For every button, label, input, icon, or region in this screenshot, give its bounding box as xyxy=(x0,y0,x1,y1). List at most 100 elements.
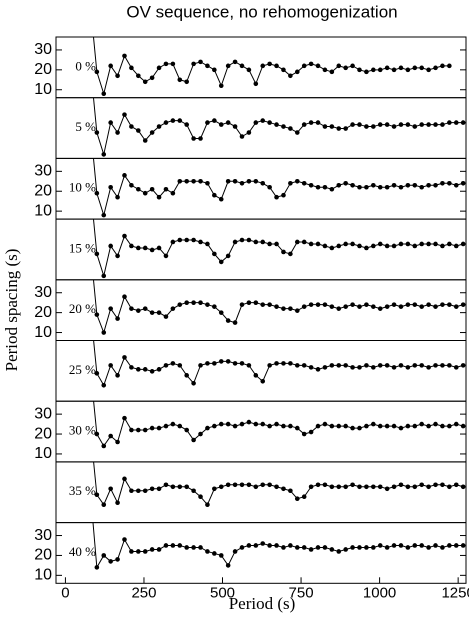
data-point xyxy=(149,75,155,81)
data-point xyxy=(377,306,383,311)
y-tick-label: 30 xyxy=(34,163,52,180)
data-point xyxy=(163,314,169,319)
data-point xyxy=(412,363,418,368)
data-point xyxy=(405,423,411,429)
panel-annotation: 30 % xyxy=(69,423,96,438)
data-point xyxy=(163,120,169,125)
data-point xyxy=(260,421,266,427)
data-point xyxy=(433,304,438,309)
data-point xyxy=(191,178,196,184)
y-tick-label: 30 xyxy=(34,405,52,422)
data-point xyxy=(288,126,293,131)
data-point xyxy=(191,237,196,243)
y-tick-label: 10 xyxy=(34,567,52,584)
data-point xyxy=(108,120,113,125)
data-point xyxy=(212,192,217,198)
data-point xyxy=(329,124,335,129)
panel-frame xyxy=(55,400,467,463)
data-point xyxy=(267,543,272,548)
data-point xyxy=(357,304,362,309)
data-point xyxy=(163,186,169,192)
data-point xyxy=(122,53,127,59)
data-point xyxy=(142,245,148,251)
data-point xyxy=(205,180,210,186)
data-point xyxy=(246,130,252,135)
data-point xyxy=(377,241,383,247)
data-point xyxy=(336,126,342,131)
data-line xyxy=(92,219,464,278)
data-point xyxy=(136,128,141,133)
data-point xyxy=(433,363,438,368)
data-point xyxy=(336,423,342,429)
panel-annotation: 10 % xyxy=(69,180,96,195)
data-point xyxy=(391,67,397,73)
y-tick-label: 10 xyxy=(34,324,52,341)
data-point xyxy=(419,421,425,427)
data-point xyxy=(315,482,321,488)
data-point xyxy=(398,65,404,71)
data-point xyxy=(142,427,148,433)
data-point xyxy=(453,482,459,488)
data-point xyxy=(232,59,238,65)
data-point xyxy=(129,365,134,370)
data-point xyxy=(274,122,279,127)
data-point xyxy=(122,476,127,482)
data-point xyxy=(322,421,328,427)
data-point xyxy=(212,486,217,492)
data-point xyxy=(184,427,189,433)
data-point xyxy=(453,365,459,370)
data-point xyxy=(398,425,404,431)
data-point xyxy=(384,243,390,249)
data-point xyxy=(170,306,176,311)
data-point xyxy=(205,361,210,366)
data-point xyxy=(246,178,252,184)
data-point xyxy=(246,543,252,548)
data-point xyxy=(281,192,286,198)
data-point xyxy=(322,482,328,488)
data-point xyxy=(156,65,162,71)
data-point xyxy=(101,152,107,157)
data-point xyxy=(322,365,328,370)
data-point xyxy=(288,180,293,186)
data-point xyxy=(225,359,231,364)
data-point xyxy=(405,484,411,490)
data-point xyxy=(212,423,217,429)
data-point xyxy=(87,474,92,479)
data-point xyxy=(288,543,293,548)
data-point xyxy=(218,553,224,558)
data-point xyxy=(94,190,100,196)
data-point xyxy=(426,423,431,429)
data-point xyxy=(440,180,445,186)
data-point xyxy=(426,122,431,127)
data-point xyxy=(198,363,203,368)
data-point xyxy=(419,304,425,309)
panel-annotation: 15 % xyxy=(69,240,96,255)
data-point xyxy=(267,184,272,190)
data-point xyxy=(232,124,238,129)
data-point xyxy=(405,122,411,127)
data-point xyxy=(371,67,376,73)
data-point xyxy=(239,134,245,139)
data-point xyxy=(87,109,92,114)
data-point xyxy=(357,67,362,73)
data-point xyxy=(267,302,272,307)
data-point xyxy=(205,302,210,307)
data-point xyxy=(136,73,141,79)
data-point xyxy=(156,425,162,431)
data-point xyxy=(239,63,245,69)
data-point xyxy=(301,363,307,368)
data-point xyxy=(426,241,431,247)
data-point xyxy=(391,423,397,429)
data-point xyxy=(232,320,238,325)
data-point xyxy=(308,241,314,247)
data-point xyxy=(301,239,307,245)
data-point xyxy=(136,186,141,192)
data-point xyxy=(87,352,92,357)
data-point xyxy=(87,291,92,296)
data-point xyxy=(142,306,148,311)
data-point xyxy=(419,122,425,127)
data-point xyxy=(163,61,169,67)
data-point xyxy=(440,302,445,307)
data-point xyxy=(329,363,335,368)
data-point xyxy=(260,239,266,245)
